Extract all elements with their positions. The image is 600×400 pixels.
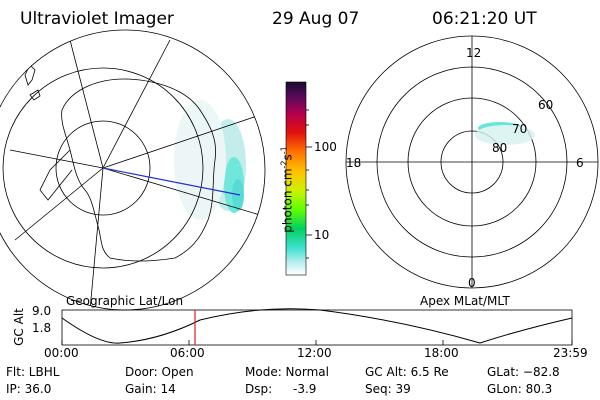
instrument-title: Ultraviolet Imager — [20, 9, 174, 29]
info-flt: Flt: LBHL — [6, 365, 60, 379]
info-glon: GLon: 80.3 — [487, 382, 553, 396]
colorbar-label: photon cm-2s-1 — [279, 146, 295, 233]
geographic-label: Geographic Lat/Lon — [66, 294, 184, 308]
info-seq: Seq: 39 — [365, 382, 411, 396]
coastline — [61, 78, 217, 262]
colorbar-tick-10: 10 — [314, 228, 330, 242]
info-dsp: Dsp: — [245, 382, 273, 396]
x-tick-2359: 23:59 — [553, 346, 588, 360]
altitude-curve — [61, 308, 573, 344]
peninsula — [39, 149, 73, 201]
lat-70: 70 — [512, 122, 528, 136]
colorbar — [285, 81, 307, 276]
x-tick-0600: 06:00 — [170, 346, 205, 360]
info-ip: IP: 36.0 — [6, 382, 52, 396]
mlt-18: 18 — [346, 156, 362, 170]
colorbar-ticks — [306, 109, 312, 259]
altitude-plot-frame — [61, 309, 573, 346]
mlt-6: 6 — [576, 156, 584, 170]
lat-80: 80 — [492, 141, 508, 155]
info-gain: Gain: 14 — [125, 382, 176, 396]
x-tick-0000: 00:00 — [44, 346, 79, 360]
polar-plot — [345, 35, 599, 289]
colorbar-tick-100: 100 — [314, 140, 337, 154]
aurora-emission-polar — [475, 122, 535, 145]
lat-60: 60 — [538, 98, 554, 112]
date-label: 29 Aug 07 — [272, 9, 360, 29]
meridian-lines — [9, 39, 261, 310]
info-glat: GLat: −82.8 — [487, 365, 560, 379]
alt-tick-1.8: 1.8 — [32, 321, 52, 335]
info-dsp-value: -3.9 — [293, 382, 317, 396]
info-gcalt: GC Alt: 6.5 Re — [365, 365, 449, 379]
x-tick-1200: 12:00 — [297, 346, 332, 360]
apex-label: Apex MLat/MLT — [420, 294, 510, 308]
alt-tick-9: 9.0 — [32, 304, 52, 318]
info-mode: Mode: Normal — [245, 365, 329, 379]
subsatellite-line — [102, 167, 241, 196]
info-door: Door: Open — [125, 365, 194, 379]
latitude-circles — [0, 30, 265, 310]
mlt-12: 12 — [466, 46, 482, 60]
altitude-ylabel: GC Alt — [12, 308, 26, 346]
mlt-0: 0 — [468, 276, 476, 290]
time-label: 06:21:20 UT — [432, 9, 537, 29]
geographic-map — [0, 30, 265, 310]
x-tick-1800: 18:00 — [424, 346, 459, 360]
altitude-x-ticks — [61, 340, 573, 345]
